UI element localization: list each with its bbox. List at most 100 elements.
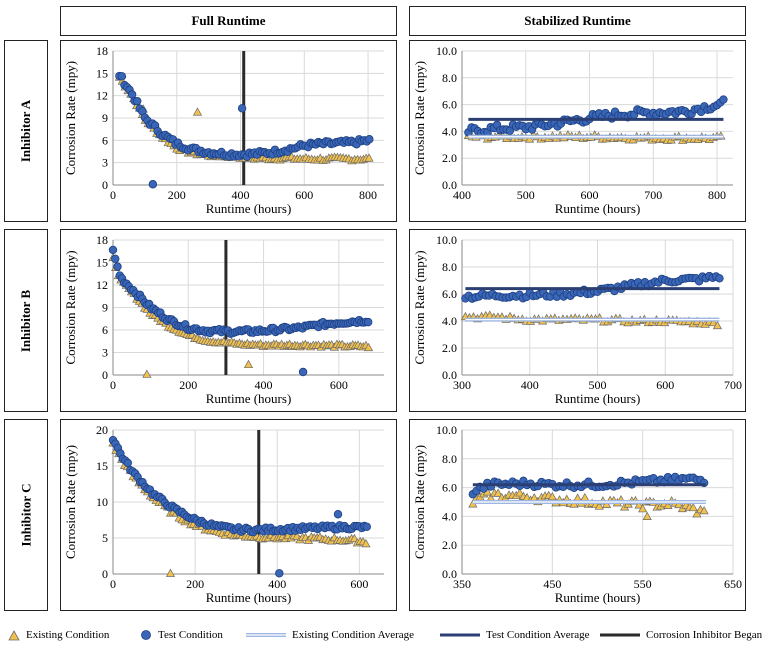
x-axis-label: Runtime (hours) [555,590,641,605]
x-tick-label: 200 [168,188,186,202]
y-tick-label: 10.0 [436,233,457,247]
x-tick-label: 0 [110,188,116,202]
x-axis-label: Runtime (hours) [555,201,641,216]
col-header-full-runtime: Full Runtime [60,6,397,36]
existing-condition-point [547,491,557,501]
test-condition-point [237,104,247,113]
chart-inhibitor-a-full: 0 3 6 9 12 15 18 0 200 400 600 800 Runtime (hours) Co… [60,40,397,222]
chart-inhibitor-b-full: 0 3 6 9 12 15 18 0 200 400 600 Runtime (hours) Corro… [60,229,397,412]
y-tick-label: 0 [102,368,108,382]
y-tick-label: 15 [96,459,108,473]
chart-svg: 0.0 2.0 4.0 6.0 8.0 10.0 300 400 500 600 700 Runtim… [412,233,742,406]
row-header-inhibitor-c: Inhibitor C [4,419,48,611]
legend-existing: Existing Condition [8,629,109,641]
y-tick-label: 8.0 [442,260,457,274]
x-tick-label: 700 [644,188,662,202]
existing-average-line-icon [246,633,286,637]
y-tick-label: 4.0 [442,509,457,523]
test-condition-point [365,135,374,144]
row-header-inhibitor-c-label: Inhibitor C [18,483,34,547]
existing-condition-point [634,500,644,509]
existing-condition-point [580,492,590,502]
y-tick-label: 10 [96,495,108,509]
existing-condition-point [642,511,652,520]
y-tick-label: 0 [102,178,108,192]
y-tick-label: 4.0 [442,124,457,138]
test-condition-point [123,458,132,468]
triangle-marker-icon [8,629,20,640]
legend-existing-avg: Existing Condition Average [246,629,414,641]
y-tick-label: 6.0 [442,98,457,112]
x-tick-label: 500 [589,378,607,392]
y-tick-label: 3 [102,156,108,170]
x-tick-label: 400 [255,378,273,392]
y-tick-label: 10.0 [436,44,457,58]
legend-inhibitor-label: Corrosion Inhibitor Began [646,629,763,641]
legend-existing-avg-label: Existing Condition Average [292,629,415,641]
x-tick-label: 500 [517,188,535,202]
existing-condition-point [364,153,374,162]
test-condition-point [133,96,142,106]
x-tick-label: 600 [581,188,599,202]
x-tick-label: 400 [232,188,250,202]
x-tick-label: 600 [656,378,674,392]
inhibitor-line-icon [600,633,640,637]
y-tick-label: 12 [96,278,108,292]
y-tick-label: 2.0 [442,341,457,355]
chart-svg: 0 3 6 9 12 15 18 0 200 400 600 Runtime (hours) Corro… [63,233,384,406]
existing-condition-point [699,505,709,515]
y-tick-label: 9 [102,111,108,125]
x-tick-label: 550 [634,577,652,591]
legend-inhibitor: Corrosion Inhibitor Began [600,629,762,641]
legend-existing-label: Existing Condition [26,629,110,641]
test-condition-point [108,245,118,255]
chart-svg: 0.0 2.0 4.0 6.0 8.0 10.0 400 500 600 700 800 Runtim… [412,44,733,216]
existing-condition-point [663,500,673,510]
y-tick-label: 8.0 [442,452,457,466]
col-header-stabilized-runtime-label: Stabilized Runtime [524,13,631,28]
existing-condition-point [594,501,604,510]
test-condition-point [117,72,127,81]
y-tick-label: 15 [96,256,108,270]
x-tick-label: 0 [110,378,116,392]
chart-inhibitor-c-full: 0 5 10 15 20 0 200 400 600 Runtime (hours) Corrosi… [60,419,397,611]
existing-condition-point [165,568,176,577]
y-tick-label: 10.0 [436,423,457,437]
test-condition-point [719,95,728,104]
x-tick-label: 800 [708,188,726,202]
chart-inhibitor-a-stabilized: 0.0 2.0 4.0 6.0 8.0 10.0 400 500 600 700 800 Runtim… [409,40,746,222]
x-axis-label: Runtime (hours) [206,201,292,216]
x-tick-label: 400 [453,188,471,202]
test-condition-point [111,254,120,263]
x-tick-label: 600 [295,188,313,202]
existing-condition-point [515,488,525,497]
y-tick-label: 0 [102,567,108,581]
x-tick-label: 0 [110,577,116,591]
y-tick-label: 20 [96,423,108,437]
chart-inhibitor-b-stabilized: 0.0 2.0 4.0 6.0 8.0 10.0 300 400 500 600 700 Runtim… [409,229,746,412]
y-tick-label: 18 [96,44,108,58]
y-tick-label: 6 [102,133,108,147]
col-header-full-runtime-label: Full Runtime [191,13,266,28]
col-header-stabilized-runtime: Stabilized Runtime [409,6,746,36]
legend: Existing Condition Test Condition Existi… [0,624,765,648]
y-tick-label: 12 [96,89,108,103]
y-tick-label: 6.0 [442,481,457,495]
x-tick-label: 200 [179,378,197,392]
x-tick-label: 600 [350,577,368,591]
x-axis-label: Runtime (hours) [206,391,292,406]
test-average-line-icon [440,633,480,637]
legend-test-label: Test Condition [158,629,223,641]
test-condition-point [298,367,308,377]
chart-inhibitor-c-stabilized: 0.0 2.0 4.0 6.0 8.0 10.0 350 450 550 650 Runtime (… [409,419,746,611]
test-condition-point [333,510,343,519]
y-tick-label: 6 [102,323,108,337]
chart-svg: 0.0 2.0 4.0 6.0 8.0 10.0 350 450 550 650 Runtime (… [412,423,742,605]
row-header-inhibitor-a-label: Inhibitor A [18,99,34,163]
y-tick-label: 18 [96,233,108,247]
existing-condition-point [674,499,684,509]
x-tick-label: 400 [521,378,539,392]
existing-condition-point [493,488,503,497]
x-tick-label: 200 [186,577,204,591]
